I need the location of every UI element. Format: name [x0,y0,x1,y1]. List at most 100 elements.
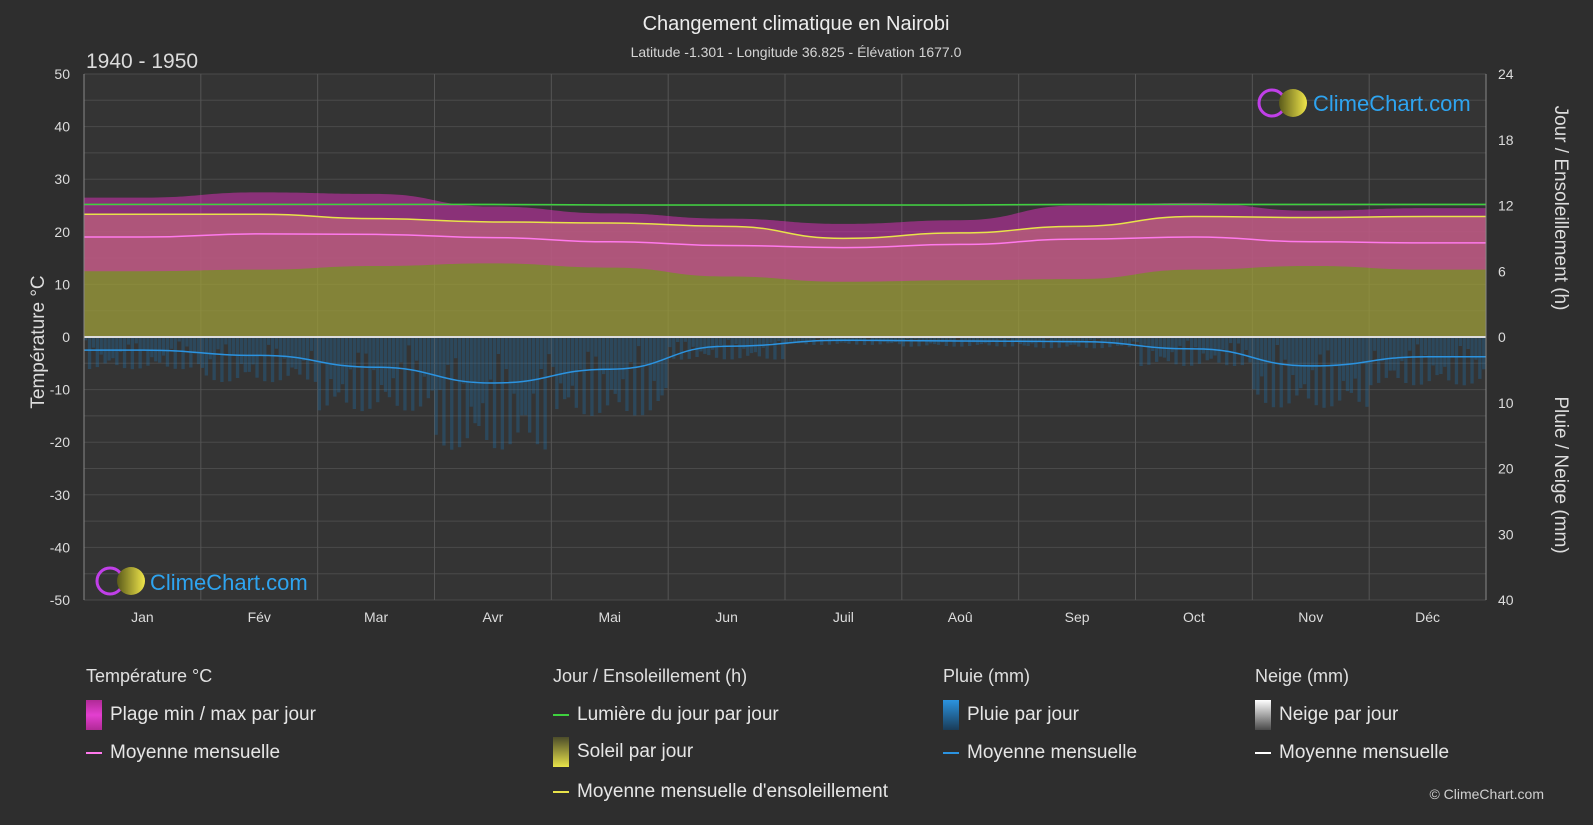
legend-item-snow: Neige par jour [1255,700,1398,730]
rain-day-bar [329,337,333,379]
rain-day-bar [1454,337,1459,385]
rain-day-bar [130,337,134,370]
left-tick-label: 10 [54,276,70,292]
rain-day-bar [185,337,189,347]
rain-day-bar [204,337,208,376]
legend-label: Plage min / max par jour [110,704,316,725]
rain-day-bar [313,337,318,382]
rain-day-bar [492,337,497,449]
month-tick-label: Nov [1298,609,1323,625]
rain-day-bar [1061,337,1065,343]
rain-day-bar [625,337,629,411]
rain-day-bar [695,337,699,357]
rain-day-bar [376,337,380,403]
rain-day-bar [403,337,407,411]
rain-day-bar [1182,337,1186,366]
rain-day-bar [1466,337,1470,349]
month-tick-label: Juil [833,609,854,625]
rain-day-bar [496,337,501,354]
rain-day-bar [1408,337,1412,351]
daylight-line [83,203,1486,206]
rain-day-bar [235,337,240,378]
rain-day-bar [1252,337,1256,390]
rain-day-bar [528,337,532,433]
temperature-mean-line [83,233,1486,249]
rain-day-bar [84,337,88,341]
rain-day-bar [742,337,746,349]
rain-day-bar [1373,337,1377,351]
rain-day-bar [1287,337,1291,404]
rain-day-bar [913,337,917,340]
rain-day-bar [1158,337,1163,357]
rain-day-bar [921,337,925,342]
left-tick-label: 20 [54,224,70,240]
rain-day-bar [874,337,878,340]
rain-day-bar [726,337,730,340]
climate-chart: Changement climatique en Nairobi Latitud… [28,13,1571,625]
rain-swatch [943,700,959,730]
rain-day-bar [220,337,224,382]
rain-day-bar [722,337,726,360]
rain-day-bar [1299,337,1303,389]
rain-day-bar [792,337,797,344]
temperature-range-band [84,192,1486,282]
rain-day-bar [640,337,645,416]
right-precip-tick-label: 20 [1498,461,1514,477]
rain-day-bar [1248,337,1252,363]
rain-day-bar [1306,337,1311,399]
rain-day-bar [508,337,512,445]
rain-day-bar [520,337,524,416]
month-tick-label: Jan [131,609,154,625]
rain-day-bar [1174,337,1178,365]
right-hours-tick-label: 0 [1498,329,1506,345]
left-tick-label: -40 [50,539,70,555]
rain-day-bar [1240,337,1244,366]
rain-day-bar [1271,337,1276,408]
rain-day-bar [785,337,789,345]
rain-day-bar [644,337,649,365]
legend-item-rain: Pluie par jour [943,700,1079,730]
rain-day-bar [1412,337,1416,386]
rain-mean-line [83,339,1486,384]
rain-day-bar [247,337,251,372]
rain-day-bar [368,337,372,409]
rain-day-bar [239,337,244,364]
rain-day-bar [154,337,158,362]
brand-logo-bottom[interactable]: ClimeChart.com [95,566,308,596]
brand-logo-top[interactable]: ClimeChart.com [1257,88,1471,118]
legend-item-sun-mean: Moyenne mensuelle d'ensoleillement [553,781,888,803]
legend-label: Neige par jour [1279,704,1399,725]
rain-day-bar [1415,337,1420,345]
month-tick-label: Jun [715,609,738,625]
rain-day-bar [500,337,504,450]
legend-label: Moyenne mensuelle d'ensoleillement [577,781,888,802]
rain-day-bar [714,337,719,358]
chart-marks [83,192,1486,450]
rain-day-bar [551,337,555,367]
legend-label: Soleil par jour [577,741,694,762]
rain-day-bar [1318,337,1322,355]
rain-day-bar [633,337,637,416]
rain-day-bar [1474,337,1478,360]
rain-day-bar [415,337,419,361]
rain-day-bar [524,337,528,416]
rain-day-bar [380,337,384,385]
rain-day-bar [991,337,995,342]
rain-day-bar [1143,337,1147,345]
rain-day-bar [707,337,711,356]
rain-day-bar [535,337,540,445]
rain-day-bar [676,337,680,342]
rain-day-bar [578,337,582,370]
rain-day-bar [489,337,493,380]
legend-item-snow-mean: Moyenne mensuelle [1255,742,1449,764]
rain-day-bar [1127,337,1131,348]
legend-label: Moyenne mensuelle [110,742,281,763]
rain-day-bar [1462,337,1466,386]
left-tick-label: -20 [50,434,70,450]
rain-day-bar [602,337,606,375]
rain-day-bar [582,337,586,415]
rain-day-bar [1267,337,1272,362]
rain-day-bar [672,337,676,359]
rain-day-bar [1053,337,1057,341]
rain-day-bar [1310,337,1315,371]
